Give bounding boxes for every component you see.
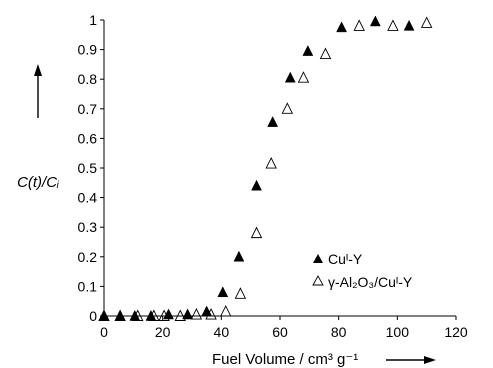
x-tick-label: 40 — [214, 324, 230, 340]
legend-marker-al2o3-cu-y — [312, 275, 324, 286]
data-point-al2o3-cu-y — [114, 309, 126, 321]
legend: Cuᴵ-Y γ-Al₂O₃/Cuᴵ-Y — [312, 251, 413, 290]
y-tick-label: 0.5 — [78, 160, 98, 176]
y-tick-label: 0.4 — [78, 190, 98, 206]
x-tick-label: 120 — [444, 324, 468, 340]
data-point-al2o3-cu-y — [234, 287, 247, 299]
data-point-al2o3-cu-y — [158, 309, 170, 321]
x-axis-title: Fuel Volume / cm³ g⁻¹ — [212, 351, 358, 368]
legend-marker-cu-y — [313, 254, 323, 263]
x-tick-label: 20 — [155, 324, 171, 340]
y-tick-label: 0.7 — [78, 101, 98, 117]
data-point-cu-y — [403, 19, 415, 31]
data-point-al2o3-cu-y — [353, 19, 365, 31]
y-tick-label: 0.1 — [78, 278, 98, 294]
data-point-al2o3-cu-y — [281, 102, 294, 114]
data-point-al2o3-cu-y — [297, 71, 310, 83]
data-point-cu-y — [284, 71, 296, 83]
x-tick-label: 80 — [331, 324, 347, 340]
x-tick-label: 0 — [100, 324, 108, 340]
y-tick-label: 0 — [89, 308, 97, 324]
data-point-al2o3-cu-y — [190, 308, 203, 320]
data-points — [98, 15, 433, 321]
data-point-cu-y — [182, 308, 194, 320]
y-axis-title-group: C(t)/Cᵢ — [17, 64, 60, 191]
x-axis-title-group: Fuel Volume / cm³ g⁻¹ — [212, 351, 436, 368]
data-point-al2o3-cu-y — [148, 309, 160, 321]
data-point-al2o3-cu-y — [319, 47, 332, 59]
data-point-cu-y — [233, 250, 245, 262]
y-tick-label: 0.3 — [78, 219, 98, 235]
data-point-al2o3-cu-y — [265, 157, 277, 169]
data-point-cu-y — [267, 116, 279, 127]
data-point-cu-y — [369, 15, 381, 27]
data-point-cu-y — [251, 179, 262, 191]
y-tick-label: 0.9 — [78, 42, 98, 58]
y-tick-label: 0.6 — [78, 130, 98, 146]
data-point-al2o3-cu-y — [387, 19, 399, 31]
x-axis-arrow-head — [424, 356, 436, 364]
data-point-al2o3-cu-y — [132, 309, 144, 321]
data-point-al2o3-cu-y — [98, 309, 110, 321]
y-tick-label: 0.8 — [78, 71, 98, 87]
legend-label-cu-y: Cuᴵ-Y — [328, 251, 363, 267]
legend-label-al2o3-cu-y: γ-Al₂O₃/Cuᴵ-Y — [328, 274, 413, 290]
data-point-cu-y — [302, 45, 314, 56]
y-axis-title: C(t)/Cᵢ — [17, 174, 60, 191]
data-point-al2o3-cu-y — [250, 226, 263, 239]
tick-labels: 0 20 40 60 80 100 120 0 0.1 0.2 0.3 0.4 0.5 0.6 0.7 0.8… — [78, 12, 468, 340]
y-tick-label: 0.2 — [78, 249, 98, 265]
data-point-al2o3-cu-y — [174, 309, 186, 321]
data-point-cu-y — [217, 286, 229, 298]
data-point-al2o3-cu-y — [205, 308, 217, 320]
data-point-al2o3-cu-y — [220, 305, 232, 317]
y-axis-arrow-head — [34, 64, 42, 76]
y-tick-label: 1 — [89, 12, 97, 28]
data-point-al2o3-cu-y — [420, 16, 433, 28]
x-tick-label: 60 — [272, 324, 288, 340]
axes — [100, 19, 457, 320]
data-point-cu-y — [336, 21, 348, 33]
x-tick-label: 100 — [386, 324, 410, 340]
